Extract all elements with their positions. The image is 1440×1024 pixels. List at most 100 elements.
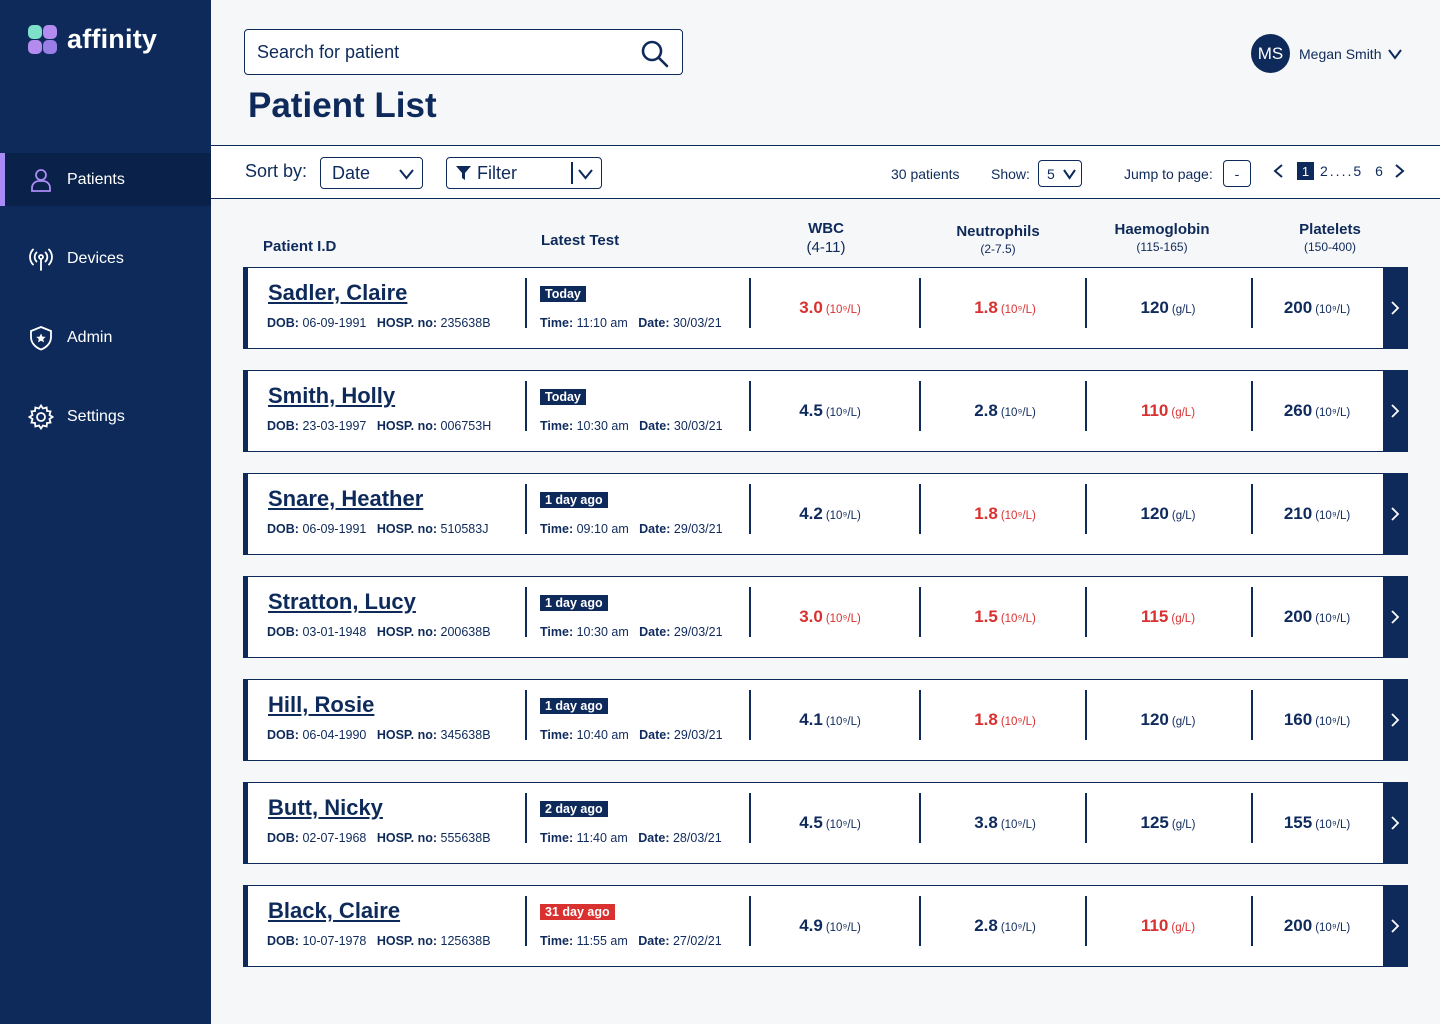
column-divider — [919, 381, 921, 431]
column-header-haemoglobin: Haemoglobin (115-165) — [1114, 221, 1210, 254]
gear-icon — [28, 403, 54, 430]
patient-name-link[interactable]: Snare, Heather — [268, 486, 424, 511]
open-patient-button[interactable] — [1383, 680, 1407, 760]
sidebar-item-devices[interactable]: Devices — [0, 232, 211, 285]
table-row[interactable]: Sadler, Claire DOB: 06-09-1991 HOSP. no: … — [243, 267, 1408, 349]
page-link-2[interactable]: 2 — [1320, 163, 1328, 179]
open-patient-button[interactable] — [1383, 268, 1407, 348]
test-age-badge: 31 day ago — [540, 904, 615, 920]
page-current[interactable]: 1 — [1297, 162, 1314, 180]
plt-value: 155 (10⁹/L) — [1283, 813, 1351, 832]
sort-select[interactable]: Date — [320, 157, 423, 189]
sort-label: Sort by: — [245, 161, 308, 181]
table-row[interactable]: Butt, Nicky DOB: 02-07-1968 HOSP. no: 555… — [243, 782, 1408, 864]
wbc-value: 3.0 (10⁹/L) — [799, 607, 861, 626]
test-timestamp: Time: 10:30 am Date: 30/03/21 — [540, 419, 723, 433]
neut-value: 2.8 (10⁹/L) — [974, 916, 1036, 935]
patient-info: DOB: 06-09-1991 HOSP. no: 235638B — [267, 316, 491, 330]
sidebar-item-label: Admin — [67, 328, 113, 346]
patient-name-link[interactable]: Black, Claire — [268, 898, 401, 923]
brand-logo[interactable]: affinity — [28, 24, 157, 55]
test-timestamp: Time: 11:40 am Date: 28/03/21 — [540, 831, 722, 845]
neut-value: 1.5 (10⁹/L) — [974, 607, 1036, 626]
chevron-right-icon — [1391, 404, 1400, 418]
patient-name-link[interactable]: Hill, Rosie — [268, 692, 375, 717]
search-input[interactable] — [257, 41, 627, 63]
page-link-6[interactable]: 6 — [1375, 163, 1383, 179]
test-timestamp: Time: 11:10 am Date: 30/03/21 — [540, 316, 722, 330]
patient-name-link[interactable]: Butt, Nicky — [268, 795, 383, 820]
hb-value: 110 (g/L) — [1140, 916, 1196, 935]
column-divider — [749, 484, 751, 534]
hb-value: 125 (g/L) — [1140, 813, 1196, 832]
chevron-right-icon — [1391, 919, 1400, 933]
neut-value: 1.8 (10⁹/L) — [974, 710, 1036, 729]
column-divider — [1251, 278, 1253, 328]
open-patient-button[interactable] — [1383, 474, 1407, 554]
sidebar-item-admin[interactable]: Admin — [0, 311, 211, 364]
table-row[interactable]: Snare, Heather DOB: 06-09-1991 HOSP. no: … — [243, 473, 1408, 555]
test-timestamp: Time: 10:40 am Date: 29/03/21 — [540, 728, 723, 742]
column-divider — [919, 896, 921, 946]
table-row[interactable]: Stratton, Lucy DOB: 03-01-1948 HOSP. no: … — [243, 576, 1408, 658]
hb-value: 120 (g/L) — [1140, 710, 1196, 729]
search-icon[interactable] — [640, 39, 670, 69]
table-row[interactable]: Hill, Rosie DOB: 06-04-1990 HOSP. no: 345… — [243, 679, 1408, 761]
column-divider — [1251, 381, 1253, 431]
wbc-value: 4.5 (10⁹/L) — [799, 813, 861, 832]
jump-to-page-input[interactable] — [1223, 160, 1251, 187]
column-header-neutrophils: Neutrophils (2-7.5) — [956, 223, 1040, 256]
column-divider — [1251, 587, 1253, 637]
sidebar-nav: Patients Devices Admin Settings — [0, 153, 211, 469]
logo-icon — [28, 24, 58, 55]
chevron-down-icon — [1388, 48, 1403, 60]
plt-value: 200 (10⁹/L) — [1283, 916, 1351, 935]
patient-name-link[interactable]: Stratton, Lucy — [268, 589, 416, 614]
chevron-right-icon — [1391, 816, 1400, 830]
chevron-right-icon[interactable] — [1393, 163, 1407, 179]
patient-name-link[interactable]: Sadler, Claire — [268, 280, 408, 305]
chevron-left-icon[interactable] — [1271, 163, 1285, 179]
wbc-value: 4.5 (10⁹/L) — [799, 401, 861, 420]
patient-name-link[interactable]: Smith, Holly — [268, 383, 396, 408]
open-patient-button[interactable] — [1383, 783, 1407, 863]
page-size-select[interactable]: 5 — [1038, 160, 1082, 187]
patient-info: DOB: 03-01-1948 HOSP. no: 200638B — [267, 625, 491, 639]
column-divider — [919, 278, 921, 328]
patient-info: DOB: 10-07-1978 HOSP. no: 125638B — [267, 934, 491, 948]
patient-info: DOB: 06-04-1990 HOSP. no: 345638B — [267, 728, 491, 742]
column-divider — [1251, 793, 1253, 843]
filter-button[interactable]: Filter — [446, 157, 602, 189]
neut-value: 3.8 (10⁹/L) — [974, 813, 1036, 832]
page-title: Patient List — [248, 86, 437, 125]
column-divider — [525, 793, 527, 843]
pagination: 1 2 .... 5 6 — [1271, 162, 1407, 180]
column-divider — [1085, 381, 1087, 431]
table-row[interactable]: Smith, Holly DOB: 23-03-1997 HOSP. no: 00… — [243, 370, 1408, 452]
test-timestamp: Time: 09:10 am Date: 29/03/21 — [540, 522, 723, 536]
table-row[interactable]: Black, Claire DOB: 10-07-1978 HOSP. no: 1… — [243, 885, 1408, 967]
column-divider — [1085, 690, 1087, 740]
column-divider — [525, 896, 527, 946]
open-patient-button[interactable] — [1383, 886, 1407, 966]
filter-label: Filter — [477, 162, 517, 183]
chevron-right-icon — [1391, 507, 1400, 521]
wbc-value: 4.9 (10⁹/L) — [799, 916, 861, 935]
jump-label: Jump to page: — [1124, 166, 1213, 182]
test-age-badge: 1 day ago — [540, 595, 608, 611]
page-size-value: 5 — [1047, 165, 1055, 182]
column-header-wbc: WBC (4-11) — [806, 220, 846, 256]
plt-value: 160 (10⁹/L) — [1283, 710, 1351, 729]
column-divider — [1085, 278, 1087, 328]
sidebar-item-patients[interactable]: Patients — [0, 153, 211, 206]
open-patient-button[interactable] — [1383, 577, 1407, 657]
column-header-platelets: Platelets (150-400) — [1299, 221, 1361, 254]
filter-divider — [571, 162, 573, 184]
user-menu[interactable]: MS Megan Smith — [1251, 34, 1403, 73]
page-link-5[interactable]: 5 — [1353, 163, 1362, 179]
wbc-value: 3.0 (10⁹/L) — [799, 298, 861, 317]
sidebar: affinity Patients Devices Admin — [0, 0, 211, 1024]
open-patient-button[interactable] — [1383, 371, 1407, 451]
chevron-down-icon[interactable] — [577, 165, 594, 182]
sidebar-item-settings[interactable]: Settings — [0, 390, 211, 443]
